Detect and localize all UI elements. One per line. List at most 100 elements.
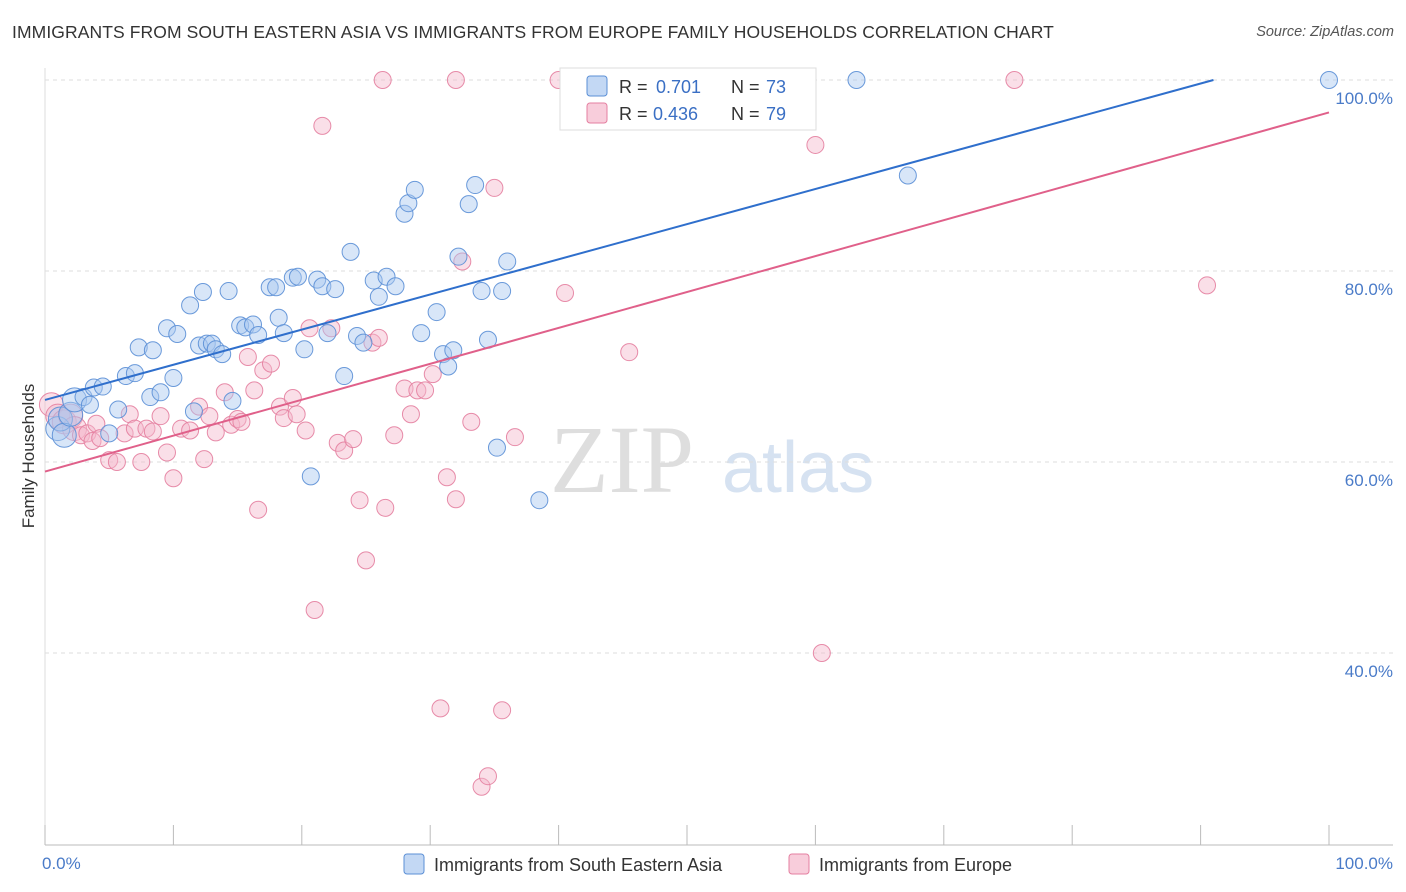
sea-point-46 [335,367,354,386]
sea-point-48 [348,326,367,345]
europe-point-77 [1198,276,1217,295]
trend-line-sea [44,79,1214,401]
sea-point-54 [395,204,414,223]
sea-point-40 [295,340,314,359]
trend-lines [44,79,1330,473]
europe-point-60 [437,468,456,487]
europe-point-8 [87,414,106,433]
europe-point-31 [238,347,257,366]
europe-point-24 [195,450,214,469]
europe-point-10 [100,451,119,470]
sea-point-69 [498,252,517,271]
sea-point-35 [267,278,286,297]
series-sea-points [45,71,1338,510]
europe-point-45 [328,433,347,452]
watermark-zip: ZIP [550,406,694,513]
legend-r-value-pink: 0.436 [653,104,698,124]
europe-point-34 [254,361,273,380]
europe-point-47 [344,430,363,449]
europe-point-64 [472,777,491,796]
sea-point-21 [184,402,203,421]
europe-point-68 [505,428,524,447]
sea-point-24 [197,334,216,353]
sea-point-44 [318,324,337,343]
sea-point-18 [164,368,183,387]
europe-point-66 [485,178,504,197]
correlation-legend: R = 0.701 N = 73 R = 0.436 N = 79 [559,67,817,131]
europe-point-76 [1005,71,1024,89]
x-tick-label-max: 100.0% [1335,854,1393,873]
europe-point-56 [408,381,427,400]
sea-point-73 [1320,71,1338,89]
sea-point-3 [58,401,84,427]
sea-point-32 [244,315,263,334]
europe-point-69 [373,71,392,89]
europe-point-40 [296,421,315,440]
sea-point-39 [288,267,307,286]
y-tick-label-40: 40.0% [1345,662,1393,681]
sea-point-38 [283,268,302,287]
europe-point-19 [157,443,176,462]
sea-point-49 [354,333,373,352]
grid-lines [45,79,1393,654]
europe-point-79 [620,343,639,362]
sea-point-33 [249,325,268,344]
europe-point-12 [115,424,134,443]
sea-point-61 [444,341,463,360]
y-axis-label: Family Households [19,384,38,529]
sea-point-64 [466,176,485,195]
watermark-atlas: atlas [722,428,874,508]
europe-point-52 [376,498,395,517]
europe-point-61 [446,490,465,509]
europe-point-78 [556,283,575,302]
europe-point-42 [305,601,324,620]
axis-ticks: 40.0% 60.0% 80.0% 100.0% 0.0% 100.0% [42,89,1393,873]
sea-point-63 [459,195,478,214]
europe-point-35 [261,354,280,373]
europe-point-32 [245,381,264,400]
sea-point-20 [181,296,200,315]
axes [44,68,1393,846]
sea-point-58 [427,303,446,322]
sea-point-57 [412,324,431,343]
europe-point-59 [431,699,450,718]
series-europe-points [38,71,1217,796]
europe-point-49 [357,551,375,570]
sea-point-71 [847,71,866,89]
europe-point-13 [120,405,139,424]
sea-point-53 [386,277,405,296]
sea-point-68 [493,282,512,301]
sea-point-23 [193,283,212,302]
europe-point-39 [287,405,306,424]
europe-point-33 [249,500,268,519]
chart-title: IMMIGRANTS FROM SOUTH EASTERN ASIA VS IM… [12,22,1054,42]
sea-point-70 [530,491,549,510]
legend-n-label-blue: N = [731,77,760,97]
sea-point-72 [898,166,917,185]
europe-point-11 [107,453,126,471]
sea-point-10 [109,400,128,419]
europe-point-25 [200,407,219,426]
bottom-legend-swatch-pink [788,853,810,875]
sea-point-67 [487,438,506,457]
europe-point-48 [350,491,369,510]
europe-point-9 [91,429,110,448]
europe-point-53 [385,426,404,445]
sea-point-9 [100,424,119,443]
y-tick-label-80: 80.0% [1345,280,1393,299]
sea-point-34 [260,278,279,297]
sea-point-17 [157,319,176,338]
x-tick-label-min: 0.0% [42,854,81,873]
legend-swatch-pink [586,102,608,124]
legend-r-label-pink: R = [619,104,648,124]
europe-point-67 [493,701,512,720]
sea-point-56 [405,180,424,199]
bottom-legend-swatch-blue [403,853,425,875]
sea-point-47 [341,242,360,261]
bottom-legend-label-sea: Immigrants from South Eastern Asia [434,855,723,875]
europe-point-15 [132,453,151,471]
sea-point-45 [326,280,345,299]
sea-point-65 [472,282,491,301]
sea-point-16 [151,383,170,402]
